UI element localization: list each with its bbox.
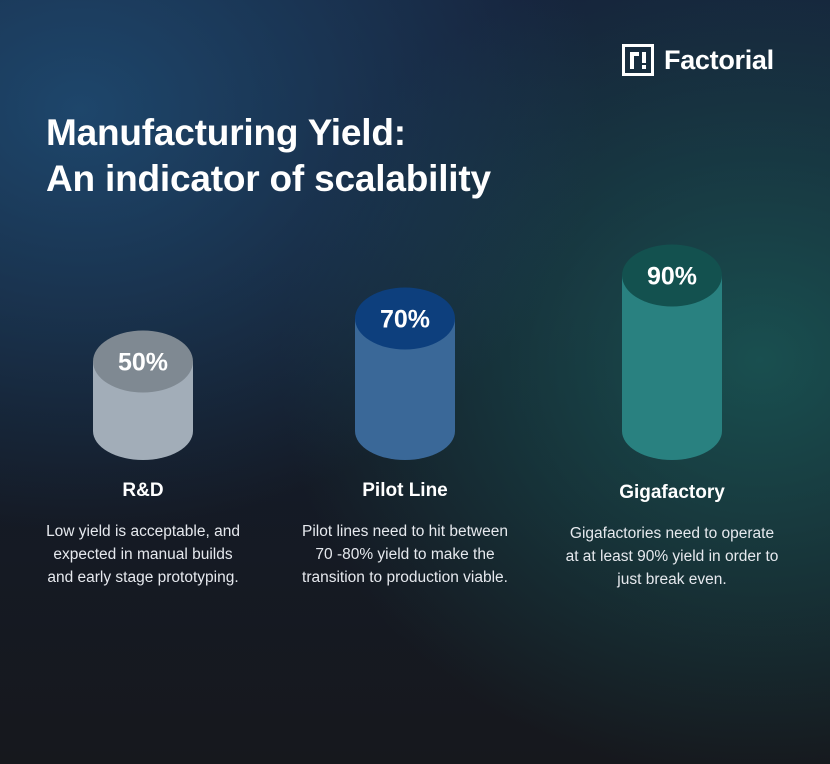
description-pilot-line: Pilot lines need to hit between 70 -80% …	[302, 523, 508, 586]
page-title: Manufacturing Yield: An indicator of sca…	[46, 110, 491, 202]
cylinder-bar-rnd: 50%	[93, 330, 193, 460]
brand-logo: Factorial	[622, 44, 774, 76]
cylinder-top-pilot-line	[355, 287, 455, 350]
category-label-gigafactory: Gigafactory	[619, 482, 725, 503]
factorial-logo-icon	[622, 44, 654, 76]
title-line-2: An indicator of scalability	[46, 158, 491, 199]
value-label-gigafactory: 90%	[647, 263, 697, 291]
category-label-rnd: R&D	[122, 480, 164, 501]
category-label-pilot-line: Pilot Line	[362, 480, 448, 501]
column-gigafactory: Gigafactory Gigafactories need to operat…	[552, 481, 792, 591]
brand-name: Factorial	[664, 45, 774, 75]
cylinder-bar-gigafactory: 90%	[622, 244, 722, 460]
description-rnd: Low yield is acceptable, and expected in…	[46, 523, 240, 586]
description-gigafactory: Gigafactories need to operate at at leas…	[565, 525, 779, 588]
cylinder-top-rnd	[93, 330, 193, 393]
cylinder-bar-pilot-line: 70%	[355, 287, 455, 460]
title-line-1: Manufacturing Yield:	[46, 112, 406, 153]
value-label-rnd: 50%	[118, 349, 168, 377]
column-rnd: R&D Low yield is acceptable, and expecte…	[23, 479, 263, 589]
column-pilot-line: Pilot Line Pilot lines need to hit betwe…	[285, 479, 525, 589]
value-label-pilot-line: 70%	[380, 306, 430, 334]
cylinder-top-gigafactory	[622, 244, 722, 307]
